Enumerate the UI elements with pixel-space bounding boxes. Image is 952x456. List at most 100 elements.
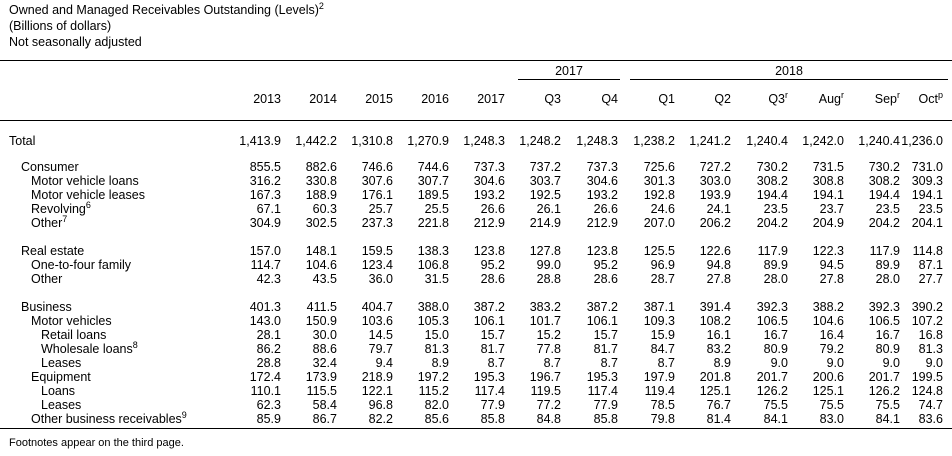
table-cell: 8.7 (657, 356, 675, 370)
table-cell: 194.1 (911, 188, 943, 202)
table-cell: 1,310.8 (351, 134, 393, 148)
table-cell: 85.8 (480, 412, 505, 426)
table-cell: 26.6 (480, 202, 505, 216)
table-row: Wholesale loans8 86.2 88.6 79.7 81.3 81.7 77.8… (0, 341, 952, 357)
table-cell: 126.2 (868, 384, 900, 398)
row-label: Leases (41, 398, 82, 412)
table-cell: 194.1 (812, 188, 844, 202)
table-cell: 28.0 (763, 272, 788, 286)
table-cell: 78.5 (650, 398, 675, 412)
table-cell: 95.2 (480, 258, 505, 272)
table-cell: 117.4 (474, 384, 505, 398)
table-cell: 195.3 (586, 370, 618, 384)
table-row: Motor vehicles 143.0 150.9 103.6 105.3 106.1 1… (0, 314, 952, 328)
table-cell: 388.0 (417, 300, 449, 314)
table-cell: 731.5 (812, 160, 844, 174)
table-cell: 200.6 (812, 370, 844, 384)
table-cell: 173.9 (305, 370, 337, 384)
table-cell: 84.1 (763, 412, 788, 426)
table-cell: 76.7 (706, 398, 731, 412)
table-cell: 9.0 (826, 356, 844, 370)
units-label: (Billions of dollars) (9, 19, 112, 33)
table-cell: 96.9 (650, 258, 675, 272)
column-group-label: 2017 (555, 64, 583, 78)
row-label: Consumer (21, 160, 79, 174)
table-cell: 15.7 (480, 328, 505, 342)
table-cell: 8.7 (543, 356, 561, 370)
table-cell: 16.7 (875, 328, 900, 342)
table-row: Retail loans 28.1 30.0 14.5 15.0 15.7 15.2 15.7… (0, 328, 952, 342)
table-cell: 85.6 (424, 412, 449, 426)
table-cell: 58.4 (312, 398, 337, 412)
table-row: Other7 304.9 302.5 237.3 221.8 212.9 214.9 212.… (0, 215, 952, 231)
table-cell: 197.2 (417, 370, 449, 384)
table-row: Consumer 855.5 882.6 746.6 744.6 737.3 737.2 73… (0, 160, 952, 174)
table-cell: 115.2 (418, 384, 449, 398)
table-cell: 88.6 (312, 342, 337, 356)
table-cell: 117.4 (587, 384, 618, 398)
table-cell: 204.1 (911, 216, 943, 230)
table-cell: 193.9 (699, 188, 731, 202)
table-cell: 106.8 (417, 258, 449, 272)
table-cell: 390.2 (911, 300, 943, 314)
table-cell: 125.1 (812, 384, 844, 398)
table-cell: 143.0 (249, 314, 281, 328)
table-cell: 303.7 (529, 174, 561, 188)
table-cell: 28.7 (650, 272, 675, 286)
table-cell: 87.1 (918, 258, 943, 272)
table-row: Other 42.3 43.5 36.0 31.5 28.6 28.8 28.6 28.7 27.… (0, 272, 952, 286)
column-header: Q3r (768, 90, 788, 107)
table-cell: 188.9 (305, 188, 337, 202)
table-cell: 24.6 (650, 202, 675, 216)
table-cell: 28.8 (536, 272, 561, 286)
table-cell: 9.0 (770, 356, 788, 370)
table-row: Motor vehicle leases 167.3 188.9 176.1 189.5… (0, 188, 952, 202)
table-cell: 1,236.0 (901, 134, 943, 148)
table-cell: 122.3 (812, 244, 844, 258)
table-cell: 85.8 (593, 412, 618, 426)
table-cell: 1,241.2 (689, 134, 731, 148)
column-header: 2013 (253, 92, 281, 106)
table-row: Revolving6 67.1 60.3 25.7 25.5 26.6 26.1 26.6 24… (0, 201, 952, 217)
table-cell: 89.9 (763, 258, 788, 272)
table-cell: 104.6 (305, 258, 337, 272)
table-cell: 117.9 (869, 244, 900, 258)
table-cell: 28.1 (256, 328, 281, 342)
table-cell: 159.5 (361, 244, 393, 258)
table-cell: 201.7 (868, 370, 900, 384)
table-cell: 1,242.0 (802, 134, 844, 148)
table-cell: 214.9 (529, 216, 561, 230)
table-cell: 1,413.9 (239, 134, 281, 148)
row-label: Real estate (21, 244, 85, 258)
table-cell: 28.6 (480, 272, 505, 286)
row-label: Motor vehicle loans (31, 174, 139, 188)
table-cell: 201.7 (756, 370, 788, 384)
table-cell: 218.9 (361, 370, 393, 384)
table-cell: 43.5 (312, 272, 337, 286)
table-cell: 81.4 (706, 412, 731, 426)
table-cell: 103.6 (361, 314, 393, 328)
table-cell: 1,238.2 (633, 134, 675, 148)
table-cell: 212.9 (473, 216, 505, 230)
table-cell: 62.3 (256, 398, 281, 412)
table-cell: 301.3 (643, 174, 675, 188)
table-cell: 744.6 (417, 160, 449, 174)
column-header: Q1 (658, 92, 675, 106)
table-cell: 79.2 (819, 342, 844, 356)
table-cell: 1,248.2 (519, 134, 561, 148)
table-row: Leases 62.3 58.4 96.8 82.0 77.9 77.2 77.9 78.5 76… (0, 398, 952, 412)
table-row: Equipment 172.4 173.9 218.9 197.2 195.3 196.7 1… (0, 370, 952, 384)
column-header: 2017 (477, 92, 505, 106)
table-cell: 28.6 (593, 272, 618, 286)
table-cell: 83.2 (706, 342, 731, 356)
table-cell: 9.0 (925, 356, 943, 370)
table-cell: 194.4 (756, 188, 788, 202)
table-cell: 84.1 (875, 412, 900, 426)
table-cell: 74.7 (918, 398, 943, 412)
table-cell: 30.0 (312, 328, 337, 342)
table-cell: 746.6 (361, 160, 393, 174)
table-cell: 67.1 (256, 202, 281, 216)
table-cell: 114.8 (912, 244, 943, 258)
table-row: Motor vehicle loans 316.2 330.8 307.6 307.7 3… (0, 174, 952, 188)
table-cell: 77.9 (480, 398, 505, 412)
